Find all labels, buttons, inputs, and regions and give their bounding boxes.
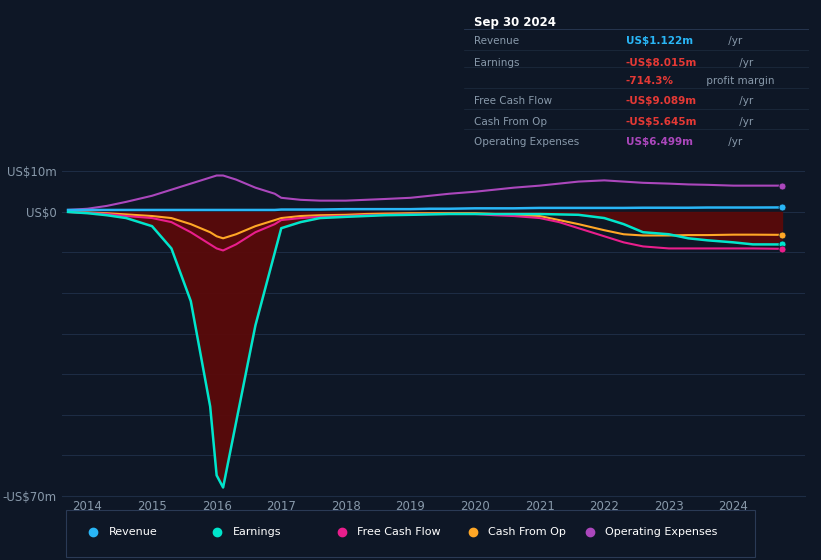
Text: /yr: /yr <box>725 137 742 147</box>
Text: Free Cash Flow: Free Cash Flow <box>356 528 440 538</box>
Text: profit margin: profit margin <box>703 76 775 86</box>
Text: Revenue: Revenue <box>475 36 520 46</box>
Text: Cash From Op: Cash From Op <box>475 117 548 127</box>
Text: US$6.499m: US$6.499m <box>626 137 693 147</box>
Text: /yr: /yr <box>736 58 754 68</box>
Text: /yr: /yr <box>725 36 742 46</box>
Text: Earnings: Earnings <box>475 58 520 68</box>
Text: /yr: /yr <box>736 96 754 106</box>
Text: /yr: /yr <box>736 117 754 127</box>
Text: -714.3%: -714.3% <box>626 76 674 86</box>
Text: US$1.122m: US$1.122m <box>626 36 693 46</box>
Text: -US$5.645m: -US$5.645m <box>626 117 697 127</box>
Text: Revenue: Revenue <box>108 528 157 538</box>
Text: Operating Expenses: Operating Expenses <box>475 137 580 147</box>
Text: Sep 30 2024: Sep 30 2024 <box>475 16 556 29</box>
Text: Operating Expenses: Operating Expenses <box>605 528 718 538</box>
Text: Free Cash Flow: Free Cash Flow <box>475 96 553 106</box>
Text: Earnings: Earnings <box>232 528 281 538</box>
Text: -US$9.089m: -US$9.089m <box>626 96 697 106</box>
Text: Cash From Op: Cash From Op <box>488 528 566 538</box>
Text: -US$8.015m: -US$8.015m <box>626 58 697 68</box>
